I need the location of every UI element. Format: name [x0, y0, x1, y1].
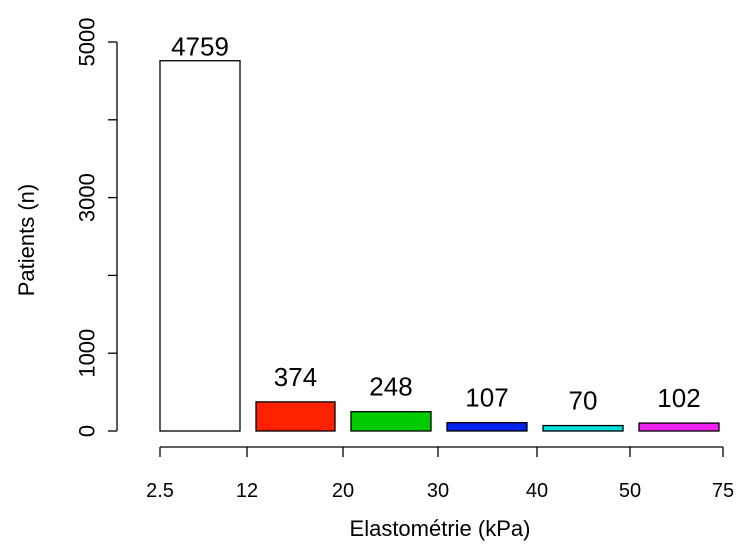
- x-tick-label: 30: [427, 480, 449, 502]
- bar: [350, 411, 432, 432]
- bar-value-label: 4759: [171, 32, 229, 62]
- x-tick-label: 2.5: [146, 480, 174, 502]
- bars: [159, 60, 720, 432]
- bar-value-label: 374: [274, 362, 317, 392]
- bar: [638, 422, 720, 432]
- y-tick-label: 5000: [75, 18, 100, 67]
- bar-value-label: 248: [369, 372, 412, 402]
- x-tick-label: 75: [712, 480, 734, 502]
- y-axis-label: Patients (n): [14, 184, 39, 297]
- bar-value-label: 107: [465, 383, 508, 413]
- y-tick-label: 3000: [75, 173, 100, 222]
- x-tick-label: 12: [236, 480, 258, 502]
- x-axis: 2.5 12 20 30 40 50 75: [146, 446, 734, 502]
- y-axis: 0 1000 3000 5000: [75, 18, 118, 437]
- y-tick-label: 1000: [75, 329, 100, 378]
- bar: [159, 60, 241, 432]
- x-tick-label: 40: [526, 480, 548, 502]
- bar-value-label: 70: [569, 386, 598, 416]
- x-axis-label: Elastométrie (kPa): [350, 516, 531, 541]
- bar: [542, 424, 624, 432]
- bar: [255, 401, 336, 432]
- y-tick-label: 0: [75, 425, 100, 437]
- x-tick-label: 50: [619, 480, 641, 502]
- x-tick-label: 20: [332, 480, 354, 502]
- bar-value-label: 102: [657, 383, 700, 413]
- value-labels: 4759 374 248 107 70 102: [171, 32, 701, 416]
- bar: [446, 422, 528, 432]
